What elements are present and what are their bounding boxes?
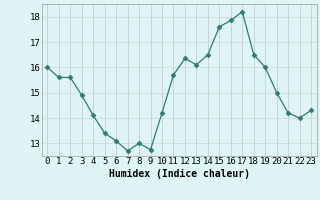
X-axis label: Humidex (Indice chaleur): Humidex (Indice chaleur): [109, 169, 250, 179]
